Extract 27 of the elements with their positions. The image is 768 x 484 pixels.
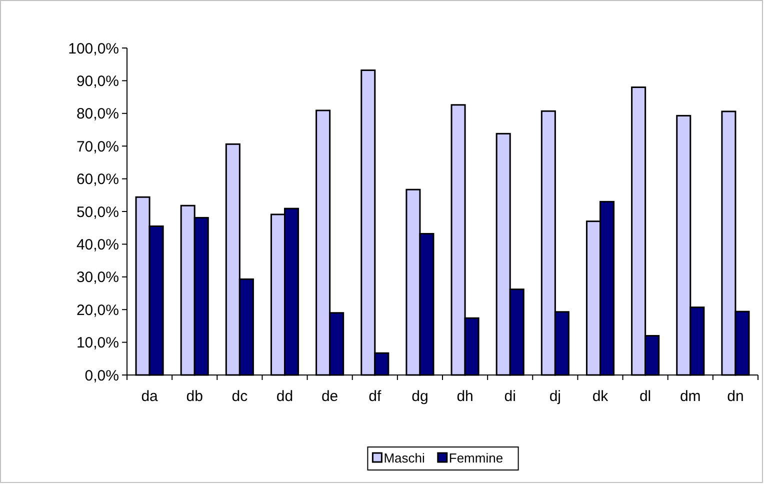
x-tick-label: dd — [276, 388, 294, 405]
legend-label: Maschi — [384, 450, 425, 466]
x-tick-label: dg — [412, 388, 428, 405]
y-tick-label: 80,0% — [76, 106, 119, 123]
y-tick-label: 50,0% — [76, 204, 119, 221]
y-tick-label: 60,0% — [76, 171, 119, 188]
x-tick-label: da — [141, 388, 159, 405]
x-tick-label: df — [368, 388, 382, 405]
y-tick-label: 100,0% — [68, 40, 119, 58]
x-tick-label: de — [321, 388, 338, 405]
x-tick-label: dc — [232, 388, 248, 405]
y-tick-label: 10,0% — [76, 334, 119, 352]
y-tick-label: 40,0% — [76, 236, 119, 254]
x-tick-label: dk — [592, 388, 609, 405]
x-tick-label: di — [504, 388, 516, 405]
x-tick-label: dh — [456, 388, 474, 405]
x-tick-label: db — [186, 388, 203, 405]
x-tick-label: dn — [727, 388, 744, 405]
x-tick-label: dj — [549, 388, 562, 405]
x-tick-label: dm — [680, 388, 701, 405]
y-tick-label: 30,0% — [76, 269, 119, 286]
legend-label: Femmine — [448, 450, 504, 466]
y-tick-label: 70,0% — [76, 138, 119, 156]
x-tick-label: dl — [639, 388, 652, 405]
y-tick-label: 20,0% — [76, 302, 119, 319]
y-tick-label: 0,0% — [84, 367, 119, 384]
y-tick-label: 90,0% — [76, 72, 119, 90]
